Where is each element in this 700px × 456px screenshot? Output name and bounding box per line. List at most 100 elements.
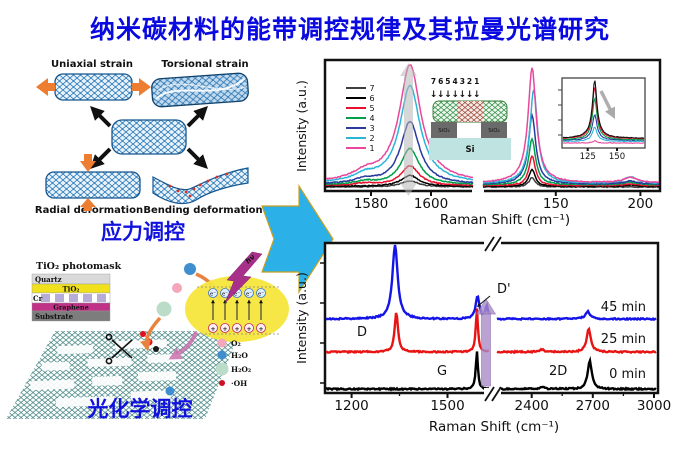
uniaxial-strain-label: Uniaxial strain [51,59,133,70]
device-series-numbers: 7↓6↓5↓4↓3↓2↓1↓ [430,77,481,100]
tick-label: 3000 [637,398,671,414]
bending-strain-atoms [168,172,229,198]
rbm-inset-yticks [558,89,562,136]
gband-shift-arrow [400,63,417,196]
spectrum-5 [325,155,660,188]
cr-blocks [41,294,106,302]
chart2-peak-labels: D G D' 2D 45 min 25 min 0 min [357,282,646,382]
tick-label: 1500 [430,398,464,414]
legend-label-6: 6 [370,94,375,103]
svg-text:·OH: ·OH [231,379,247,388]
deformation-arrows [90,106,208,169]
device-arrow-icon: ↓ [459,90,467,100]
chart1-xlabel: Raman Shift (cm⁻¹) [440,212,570,228]
tick-label: 2700 [576,398,610,414]
spectrum-6 [562,80,645,139]
oh-radical-dot [140,331,146,337]
sio2-label: SiO₂ [488,128,500,134]
svg-text:H₂O₂: H₂O₂ [231,365,251,374]
electron-row: e⁻ e⁻ e⁻ e⁻ e⁻ [208,288,266,298]
peak-label-D: D [357,325,367,340]
h2o2-molecule [156,301,172,317]
spectrum-5 [562,87,645,140]
light-excitation-bolt: hν [224,251,263,304]
tick-label: 125 [580,152,596,162]
chart1-ylabel: Intensity (a.u.) [294,80,309,172]
svg-text:O₂: O₂ [231,339,241,348]
svg-text:e⁻: e⁻ [234,292,240,298]
spectrum-1 [562,139,645,144]
chart2-yticks [320,262,325,384]
chart1-ticks: 1580 1600 150 200 [354,191,653,212]
time-label: 45 min [601,300,646,315]
radial-deformation-tube [45,154,141,211]
device-number-5: 5 [445,77,450,86]
svg-text:+: + [210,326,215,333]
si-substrate [429,138,511,160]
spectrum-6 [325,168,660,188]
dprime-increase-arrow [475,298,497,387]
legend-label-1: 1 [370,144,375,153]
page-title: 纳米碳材料的能带调控规律及其拉曼光谱研究 [89,15,610,44]
layer-cr-label: Cr [33,294,43,303]
spectrum-0 min [325,351,657,392]
uniaxial-strain-tube [36,73,151,101]
device-number-4: 4 [452,77,457,86]
strain-caption: 应力调控 [101,220,185,244]
o2-molecule [172,283,182,293]
svg-text:e⁻: e⁻ [246,292,252,298]
tick-label: 2400 [515,398,549,414]
peak-label-D': D' [497,282,511,297]
svg-text:e⁻: e⁻ [258,292,264,298]
bending-deformation-tube [152,167,249,205]
svg-text:e⁻: e⁻ [210,292,216,298]
time-label: 25 min [601,332,646,347]
reaction-arrow-down [140,316,162,352]
layer-graphene-label: Graphene [53,304,88,312]
tick-label: 1600 [414,196,448,212]
nanotube-strained-segment [457,101,483,122]
transfer-arrow [168,331,198,360]
photomask-title: TiO₂ photomask [36,261,122,272]
pristine-nanotube [111,119,187,155]
tick-label: 150 [609,152,625,162]
legend-label-7: 7 [370,84,375,93]
legend-label-3: 3 [370,124,375,133]
radial-arrow-top-icon [80,154,96,172]
device-number-2: 2 [467,77,472,86]
photochem-caption: 光化学调控 [87,397,193,421]
tick-label: 1200 [334,398,368,414]
sio2-block-right [481,122,507,138]
spectrum-45 min [325,244,657,322]
spectrum-1 [325,64,660,184]
svg-text:+: + [246,326,251,333]
device-number-3: 3 [460,77,465,86]
device-arrow-icon: ↓ [473,90,481,100]
carbon-dot [153,346,159,352]
chart2-ticks: 1200 1500 2400 2700 3000 [334,393,671,414]
water-molecule-dot [165,386,175,396]
peak-label-2D: 2D [549,364,567,379]
svg-text:+: + [222,326,227,333]
device-number-6: 6 [438,77,443,86]
chart1-curves [325,64,660,189]
sio2-block-left [431,122,457,138]
device-number-7: 7 [431,77,436,86]
legend-label-5: 5 [370,104,375,113]
time-label: 0 min [609,367,646,382]
torsional-strain-tube [151,72,249,108]
spectrum-2 [562,126,645,143]
tick-label: 150 [543,196,569,212]
decreasing-intensity-arrow [599,90,616,120]
layer-tio2-label: TiO₂ [62,285,79,294]
device-number-1: 1 [474,77,479,86]
spectrum-4 [325,137,659,187]
device-arrow-icon: ↓ [451,90,459,100]
device-arrow-icon: ↓ [430,90,438,100]
chart2-axis-breaks [484,236,502,402]
layer-substrate-label: Substrate [35,312,74,321]
photomask-stack: Quartz TiO₂ Cr Graphene Substrate [31,273,111,322]
chart1-axis-break [472,186,484,194]
